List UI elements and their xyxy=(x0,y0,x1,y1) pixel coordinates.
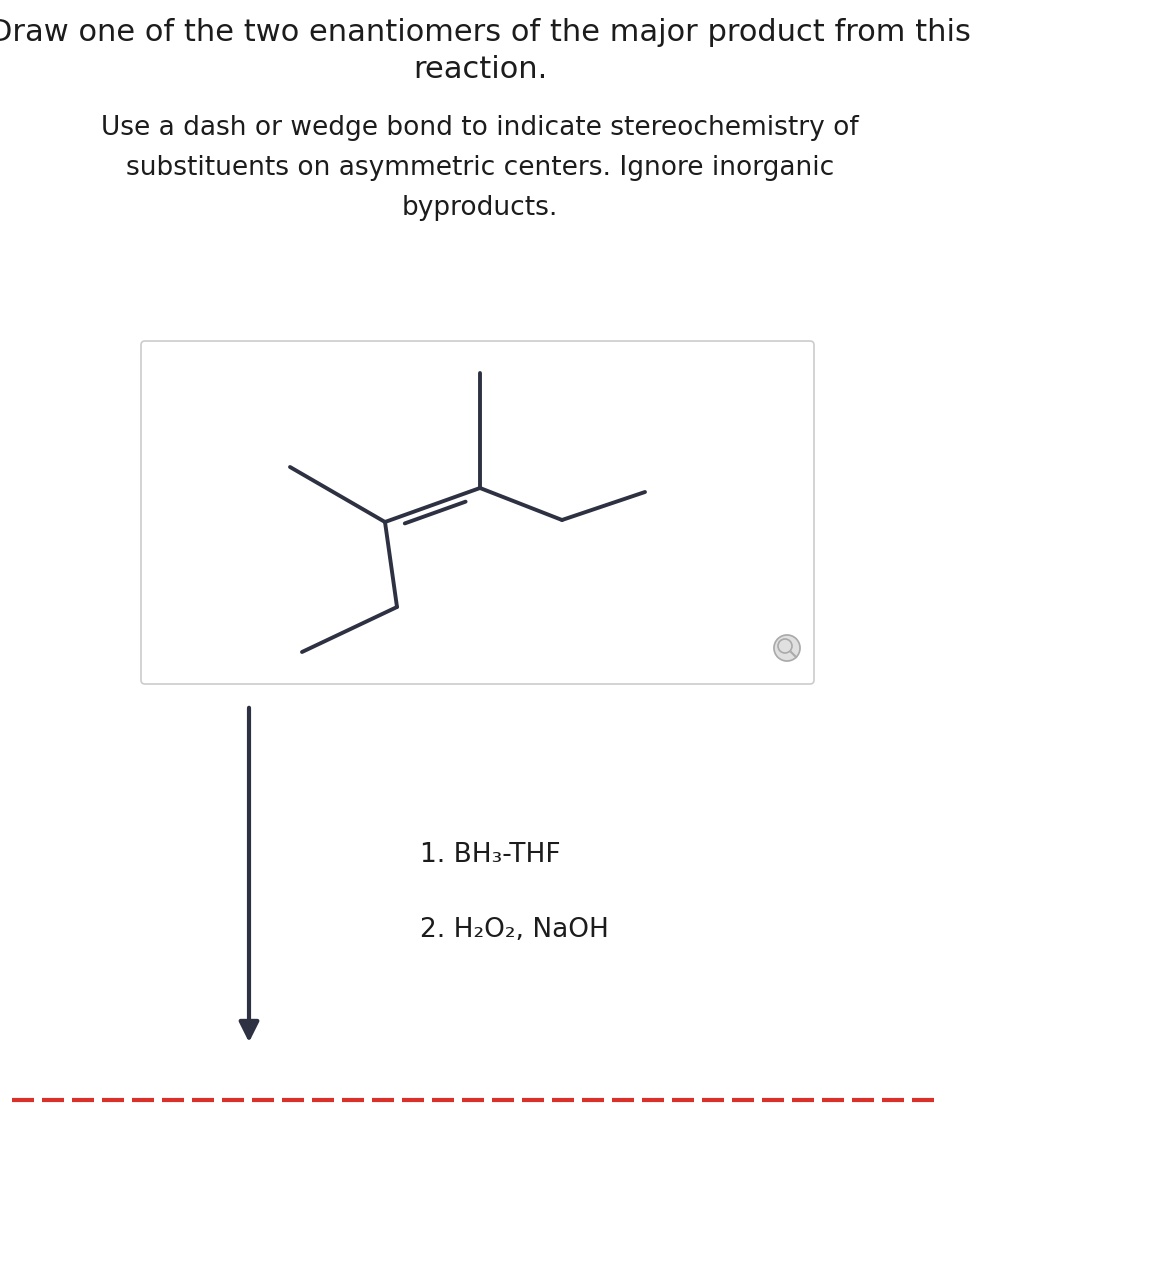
Text: 2. H₂O₂, NaOH: 2. H₂O₂, NaOH xyxy=(420,917,609,944)
Text: byproducts.: byproducts. xyxy=(402,196,558,221)
FancyBboxPatch shape xyxy=(141,342,814,685)
Text: substituents on asymmetric centers. Ignore inorganic: substituents on asymmetric centers. Igno… xyxy=(126,155,834,182)
Text: Use a dash or wedge bond to indicate stereochemistry of: Use a dash or wedge bond to indicate ste… xyxy=(102,116,858,141)
Text: reaction.: reaction. xyxy=(412,55,547,84)
Text: Draw one of the two enantiomers of the major product from this: Draw one of the two enantiomers of the m… xyxy=(0,18,971,47)
Text: 1. BH₃-THF: 1. BH₃-THF xyxy=(420,842,561,867)
Circle shape xyxy=(774,635,800,660)
